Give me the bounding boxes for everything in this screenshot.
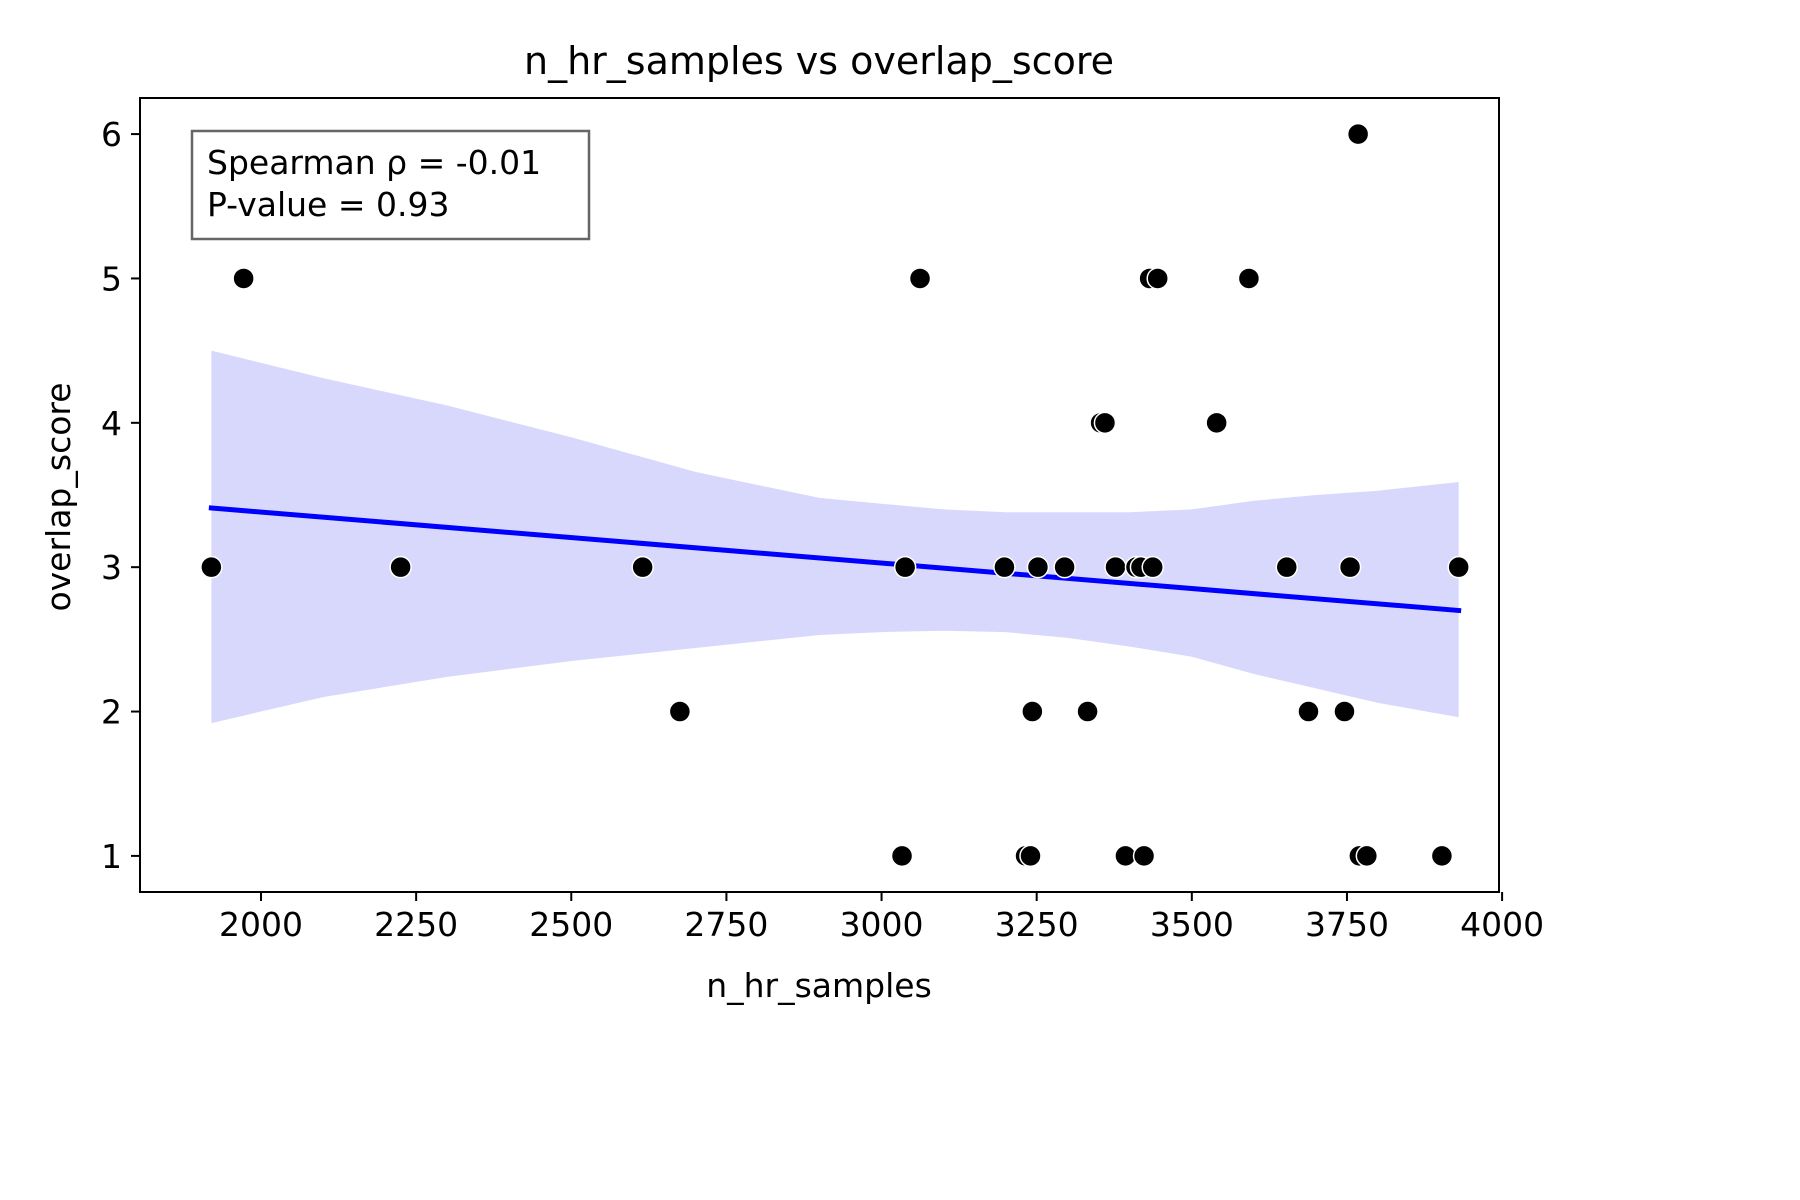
data-point	[908, 267, 932, 290]
data-point	[1021, 700, 1044, 723]
x-axis-ticks: 2000 2250 2500 2750 3000 3250 3500 3750 4000	[219, 892, 1544, 944]
x-tick-label: 2750	[684, 905, 768, 944]
data-point	[1114, 844, 1137, 868]
data-point	[1104, 555, 1127, 579]
regression-line	[208, 505, 1462, 614]
y-tick-label: 5	[101, 259, 122, 298]
data-point	[1132, 844, 1156, 868]
x-axis-label: n_hr_samples	[706, 966, 932, 1005]
data-point	[1053, 555, 1076, 579]
data-point	[893, 555, 917, 579]
x-tick-label: 3250	[995, 905, 1079, 944]
data-point	[1297, 700, 1320, 723]
stats-annotation: Spearman ρ = -0.01 P-value = 0.93	[190, 129, 591, 241]
data-point	[1430, 844, 1454, 868]
data-point	[1026, 555, 1050, 579]
data-point	[232, 267, 255, 290]
x-tick-label: 4000	[1460, 905, 1544, 944]
chart-title: n_hr_samples vs overlap_score	[524, 39, 1114, 83]
data-point	[1019, 844, 1042, 868]
data-point	[200, 555, 223, 579]
data-point	[1205, 411, 1228, 435]
data-point	[1146, 267, 1169, 290]
x-tick-label: 2250	[374, 905, 458, 944]
y-tick-label: 3	[101, 548, 122, 587]
stats-annotation-box	[190, 129, 591, 241]
y-tick-label: 1	[101, 837, 122, 876]
y-axis-ticks: 1 2 3 4 5 6	[101, 115, 140, 876]
data-point	[1338, 555, 1362, 579]
confidence-band	[211, 350, 1459, 724]
y-tick-label: 4	[101, 404, 122, 443]
data-point	[890, 844, 914, 868]
x-tick-label: 2000	[219, 905, 303, 944]
data-point	[1275, 555, 1299, 579]
data-point	[1141, 555, 1164, 579]
data-point	[631, 555, 654, 579]
x-tick-label: 3000	[840, 905, 924, 944]
x-tick-label: 3500	[1150, 905, 1234, 944]
data-point	[389, 555, 412, 579]
data-points-layer	[200, 122, 1470, 868]
data-point	[1447, 555, 1470, 579]
data-point	[1346, 122, 1370, 146]
spearman-text: Spearman ρ = -0.01	[207, 143, 541, 182]
x-tick-label: 2500	[529, 905, 613, 944]
data-point	[1237, 267, 1261, 290]
data-point	[668, 700, 692, 723]
data-point	[993, 555, 1016, 579]
x-tick-label: 3750	[1305, 905, 1389, 944]
y-tick-label: 6	[101, 115, 122, 154]
p-value-text: P-value = 0.93	[207, 185, 449, 224]
data-point	[1076, 700, 1099, 723]
y-axis-label: overlap_score	[39, 382, 78, 611]
data-point	[1333, 700, 1356, 723]
y-tick-label: 2	[101, 693, 122, 732]
data-point	[1355, 844, 1379, 868]
data-point	[1093, 411, 1117, 435]
plot-frame	[139, 97, 1500, 893]
confidence-band-layer	[211, 350, 1459, 724]
regression-line-layer	[208, 505, 1462, 614]
